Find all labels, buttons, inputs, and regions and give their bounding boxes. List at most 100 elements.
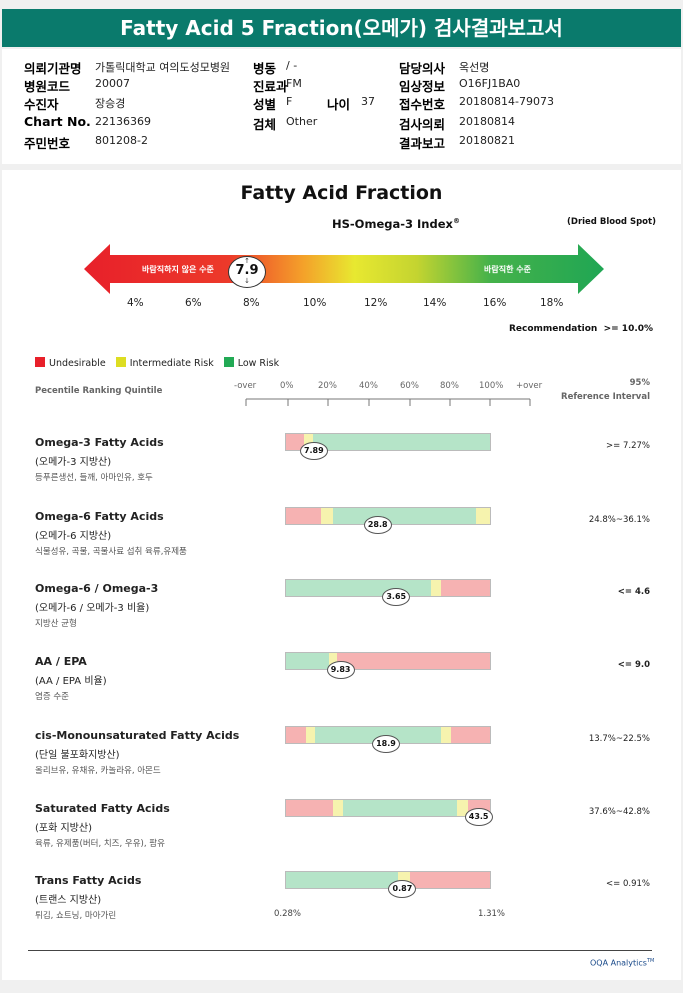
info-label: 수진자	[24, 97, 59, 112]
info-label: 병동	[253, 61, 277, 76]
row-description: 식물성유, 곡물, 곡물사료 섭취 육류,유제품	[35, 547, 187, 557]
value-marker: 9.83	[326, 661, 355, 679]
range-segment-red	[286, 800, 333, 816]
row-description: 지방산 균형	[35, 619, 77, 629]
legend-swatch	[223, 357, 234, 367]
value-marker: 18.9	[371, 735, 400, 753]
recommendation-value: >= 10.0%	[603, 324, 654, 334]
footer-brand: OQA AnalyticsTM	[590, 958, 654, 968]
info-value: 장승경	[95, 97, 126, 110]
range-segment-yellow	[332, 800, 344, 816]
row-reference-interval: 13.7%~22.5%	[588, 734, 650, 744]
legend-label: Low Risk	[237, 358, 280, 369]
legend-swatch	[115, 357, 126, 367]
index-tick-label: 4%	[127, 297, 144, 309]
range-segment-red	[410, 872, 490, 888]
info-value: / -	[286, 59, 298, 72]
row-description: 염증 수준	[35, 692, 69, 702]
index-tick-label: 10%	[303, 297, 327, 309]
info-label: 검사의뢰	[399, 117, 446, 132]
row-description: 올리브유, 유채유, 카놀라유, 아몬드	[35, 766, 161, 776]
footer-divider	[28, 950, 652, 951]
index-title-text: HS-Omega-3 Index	[332, 217, 453, 231]
info-value: 22136369	[95, 115, 151, 128]
range-segment-green	[286, 872, 399, 888]
report-title: Fatty Acid 5 Fraction(오메가) 검사결과보고서	[2, 9, 681, 47]
range-segment-green	[343, 800, 458, 816]
value-marker: 28.8	[363, 516, 392, 534]
index-tick-label: 6%	[185, 297, 202, 309]
index-tick-label: 8%	[243, 297, 260, 309]
index-title: HS-Omega-3 Index®	[332, 217, 460, 231]
range-segment-green	[286, 653, 329, 669]
ref-head-1: 95%	[629, 378, 650, 388]
range-segment-yellow	[306, 727, 315, 743]
range-segment-yellow	[441, 727, 452, 743]
index-value-marker: ↑ 7.9 ↓	[228, 256, 266, 288]
info-value: 37	[361, 95, 375, 108]
marker-down-arrow: ↓	[244, 277, 250, 285]
percentile-tick-label: 60%	[400, 381, 419, 391]
percentile-tick-label: -over	[234, 381, 257, 391]
row-reference-interval: <= 9.0	[617, 660, 650, 670]
range-segment-yellow	[457, 800, 468, 816]
trans-range-min: 0.28%	[274, 909, 302, 919]
range-bar	[285, 652, 491, 670]
row-subtitle: (AA / EPA 비율)	[35, 676, 107, 687]
desirable-level-label: 바람직한 수준	[484, 265, 531, 274]
info-label: 나이	[327, 97, 351, 112]
recommendation-label: Recommendation	[509, 324, 598, 334]
info-value: 20007	[95, 77, 130, 90]
range-segment-yellow	[328, 653, 337, 669]
info-label: 검체	[253, 117, 277, 132]
index-tick-label: 14%	[423, 297, 447, 309]
ref-head-2: Reference Interval	[561, 392, 650, 402]
row-subtitle: (단일 불포화지방산)	[35, 750, 120, 761]
percentile-axis	[245, 398, 531, 406]
info-label: 병원코드	[24, 79, 71, 94]
range-segment-green	[312, 434, 490, 450]
range-segment-green	[314, 727, 442, 743]
info-value: 가톨릭대학교 여의도성모병원	[95, 61, 231, 74]
percentile-tick-label: 100%	[479, 381, 504, 391]
row-title: Saturated Fatty Acids	[35, 802, 170, 815]
row-reference-interval: 24.8%~36.1%	[588, 515, 650, 525]
row-reference-interval: 37.6%~42.8%	[588, 807, 650, 817]
range-segment-red	[286, 434, 305, 450]
info-value: 옥선명	[459, 61, 490, 74]
value-marker: 3.65	[382, 588, 411, 606]
info-label: 의뢰기관명	[24, 61, 82, 76]
patient-info-panel: 의뢰기관명 가톨릭대학교 여의도성모병원 병원코드 20007 수진자 장승경 Chart …	[2, 49, 681, 164]
range-segment-red	[286, 727, 307, 743]
range-bar	[285, 871, 491, 889]
info-label: 접수번호	[399, 97, 446, 112]
info-label: 결과보고	[399, 136, 446, 151]
legend-label: Undesirable	[49, 358, 106, 369]
info-value: 801208-2	[95, 134, 148, 147]
percentile-tick-label: 80%	[440, 381, 459, 391]
index-title-sup: ®	[452, 217, 460, 226]
value-marker: 0.87	[388, 880, 417, 898]
marker-up-arrow: ↑	[244, 257, 250, 265]
footer-brand-text: OQA Analytics	[590, 958, 647, 968]
row-title: AA / EPA	[35, 655, 87, 668]
percentile-tick-label: 40%	[359, 381, 378, 391]
omega3-index-arrow	[84, 244, 604, 294]
percentile-tick-label: 20%	[318, 381, 337, 391]
info-value: O16FJ1BA0	[459, 77, 521, 90]
row-reference-interval: <= 0.91%	[606, 879, 650, 889]
info-label: 주민번호	[24, 136, 71, 151]
row-subtitle: (오메가-3 지방산)	[35, 457, 112, 468]
info-label: 임상정보	[399, 79, 446, 94]
index-tick-label: 16%	[483, 297, 507, 309]
legend: Undesirable Intermediate Risk Low Risk	[35, 351, 289, 370]
row-subtitle: (오메가-6 지방산)	[35, 531, 112, 542]
info-label: 담당의사	[399, 61, 446, 76]
percentile-label: Pecentile Ranking Quintile	[35, 386, 163, 396]
index-value: 7.9	[235, 263, 259, 278]
percentile-tick-label: 0%	[280, 381, 294, 391]
info-value: 20180814	[459, 115, 515, 128]
report-heading: Fatty Acid Fraction	[240, 182, 443, 204]
info-value: Other	[286, 115, 318, 128]
footer-brand-sup: TM	[646, 958, 655, 964]
